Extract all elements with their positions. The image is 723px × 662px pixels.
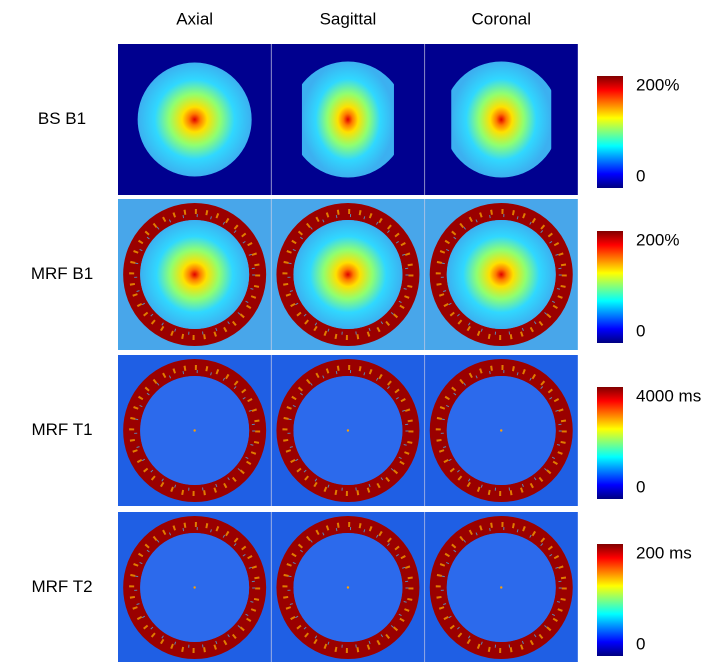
ring-texture (134, 527, 256, 648)
row-label: MRF T2 (31, 577, 92, 596)
phantom (446, 220, 556, 329)
ring-texture (435, 365, 567, 496)
colorbar-min-label: 0 (636, 166, 645, 185)
map-panel (271, 199, 425, 350)
map-panel (424, 355, 578, 506)
map-panel (118, 199, 272, 350)
center-dot (500, 429, 503, 432)
map-panel (271, 44, 425, 195)
phantom (301, 61, 394, 178)
center-dot (346, 586, 350, 589)
row-label: BS B1 (38, 109, 86, 128)
map-panel (424, 199, 578, 350)
map-panel (118, 355, 272, 506)
ring-texture (129, 522, 261, 653)
colorbar-max-label: 4000 ms (636, 386, 701, 405)
ring-texture (134, 370, 256, 491)
ring-texture (287, 214, 409, 335)
colorbar (597, 544, 623, 656)
map-panel (424, 512, 578, 662)
center-dot (193, 429, 196, 432)
ring-texture (287, 370, 409, 491)
ring-texture (282, 365, 414, 496)
colorbar-max-label: 200 ms (636, 543, 692, 562)
ring-texture (282, 522, 414, 653)
ring-texture (440, 370, 562, 491)
map-panel (424, 44, 578, 195)
colorbar (597, 76, 623, 188)
ring-texture (440, 527, 562, 648)
ring-texture (134, 214, 256, 335)
map-panel (118, 44, 272, 195)
ring-texture (129, 365, 261, 496)
phantom (140, 220, 250, 329)
center-dot (500, 586, 503, 589)
row-label: MRF B1 (31, 264, 93, 283)
colorbar-min-label: 0 (636, 477, 645, 496)
ring-texture (282, 209, 414, 340)
map-panel (271, 512, 425, 662)
colorbar-max-label: 200% (636, 75, 679, 94)
ring-texture (129, 209, 261, 340)
colorbar-min-label: 0 (636, 634, 645, 653)
ring-texture (440, 214, 562, 335)
phantom (137, 62, 252, 177)
colorbar-min-label: 0 (636, 321, 645, 340)
ring-texture (435, 522, 567, 653)
ring-texture (287, 527, 409, 648)
center-dot (346, 429, 350, 432)
map-panel (118, 512, 272, 662)
phantom (293, 220, 403, 329)
ring-texture (435, 209, 567, 340)
column-header: Axial (176, 9, 213, 28)
colorbar (597, 387, 623, 499)
center-dot (193, 586, 196, 589)
map-panel (271, 355, 425, 506)
phantom (451, 61, 552, 178)
colorbar (597, 231, 623, 343)
column-header: Coronal (471, 9, 531, 28)
row-label: MRF T1 (31, 420, 92, 439)
column-header: Sagittal (320, 9, 377, 28)
colorbar-max-label: 200% (636, 230, 679, 249)
